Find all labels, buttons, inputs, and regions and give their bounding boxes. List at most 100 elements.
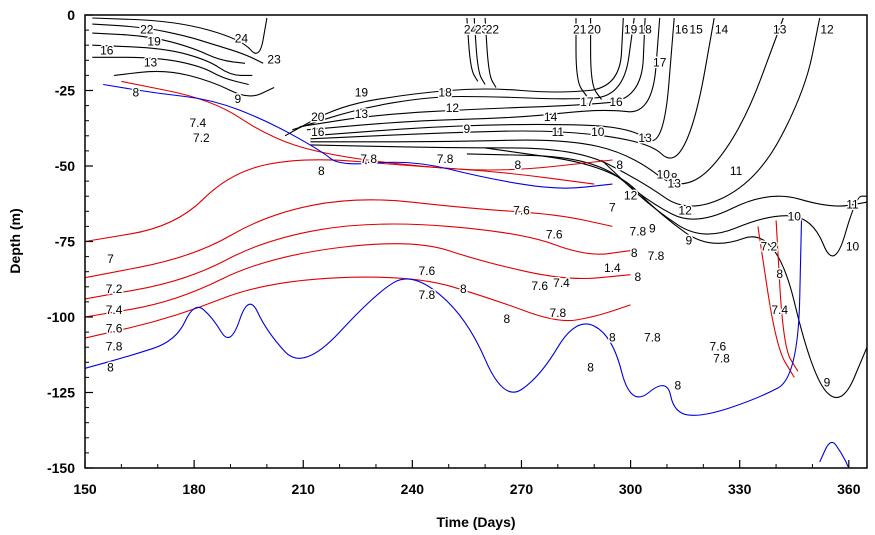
contour-label: 24 bbox=[464, 22, 478, 36]
black-contour-13 bbox=[310, 17, 784, 185]
black-contour-13 bbox=[92, 56, 249, 86]
black-contour-12 bbox=[310, 17, 821, 207]
black-contour-22 bbox=[92, 23, 264, 64]
contour-label: 8 bbox=[631, 246, 638, 260]
contour-label: 10 bbox=[591, 125, 605, 139]
y-tick-label: -125 bbox=[47, 385, 75, 401]
x-tick-label: 180 bbox=[182, 481, 206, 497]
x-axis-title: Time (Days) bbox=[436, 514, 515, 530]
black-contour-17 bbox=[299, 17, 646, 128]
contour-label: 17 bbox=[580, 95, 594, 109]
red-contour-7-2 bbox=[85, 199, 613, 279]
contour-label: 24 bbox=[235, 31, 249, 45]
contour-label: 8 bbox=[460, 282, 467, 296]
black-contour-19 bbox=[92, 32, 246, 64]
black-contour-21 bbox=[575, 18, 588, 97]
contour-label: 18 bbox=[638, 22, 652, 36]
contour-label: 8 bbox=[504, 312, 511, 326]
black-contour-10 bbox=[601, 159, 867, 257]
x-tick-label: 270 bbox=[510, 481, 534, 497]
contour-label: 7.6 bbox=[710, 339, 727, 353]
contour-label: 7 bbox=[107, 252, 114, 266]
x-tick-label: 150 bbox=[73, 481, 97, 497]
contour-label: 13 bbox=[144, 55, 158, 69]
contour-label: 7.8 bbox=[437, 152, 454, 166]
black-contour-14 bbox=[310, 17, 715, 159]
x-tick-label: 330 bbox=[728, 481, 752, 497]
blue-contour-8 bbox=[103, 83, 613, 189]
red-contour-7-8 bbox=[85, 276, 631, 339]
contour-label: 7.2 bbox=[193, 131, 210, 145]
contour-label: 8 bbox=[133, 86, 140, 100]
contour-label: 22 bbox=[486, 22, 500, 36]
contour-label: 7.8 bbox=[106, 339, 123, 353]
contour-label: 8 bbox=[514, 158, 521, 172]
contour-label: 8 bbox=[107, 360, 114, 374]
contour-label: 13 bbox=[638, 131, 652, 145]
contour-label: 12 bbox=[446, 101, 460, 115]
contour-label: 8 bbox=[671, 170, 678, 184]
black-contour-19 bbox=[284, 17, 624, 137]
contour-label: 9 bbox=[464, 122, 471, 136]
x-tick-label: 360 bbox=[837, 481, 861, 497]
contour-label: 9 bbox=[234, 92, 241, 106]
contour-label: 7.6 bbox=[513, 203, 530, 217]
x-tick-label: 240 bbox=[401, 481, 425, 497]
black-contour-18 bbox=[292, 17, 635, 131]
y-tick-label: -100 bbox=[47, 309, 75, 325]
contour-label: 8 bbox=[776, 267, 783, 281]
contour-label: 1.4 bbox=[604, 261, 621, 275]
contour-label: 19 bbox=[624, 22, 638, 36]
contour-label: 7.6 bbox=[546, 228, 563, 242]
contour-label: 16 bbox=[100, 43, 114, 57]
contour-label: 21 bbox=[573, 22, 587, 36]
contour-label: 7.8 bbox=[630, 225, 647, 239]
black-contour-9 bbox=[114, 70, 275, 97]
contour-label: 7.4 bbox=[553, 276, 570, 290]
contour-label: 7.6 bbox=[531, 279, 548, 293]
contour-label: 9 bbox=[649, 222, 656, 236]
y-tick-label: -150 bbox=[47, 460, 75, 476]
red-contour-7-2 bbox=[757, 226, 795, 378]
black-contour-24 bbox=[92, 17, 268, 54]
black-contour-11 bbox=[466, 153, 867, 220]
contour-label: 7.8 bbox=[713, 351, 730, 365]
contour-label: 7.8 bbox=[419, 288, 436, 302]
contour-label: 7 bbox=[609, 200, 616, 214]
contour-label: 10 bbox=[788, 209, 802, 223]
contour-label: 23 bbox=[267, 52, 281, 66]
axis-ticks: 150 180 210 240 270 300 330 360 0 -25 -50 -75 -100 -1… bbox=[47, 7, 861, 497]
contour-label: 7.8 bbox=[360, 152, 377, 166]
contour-label: 11 bbox=[730, 164, 743, 178]
y-tick-label: -50 bbox=[55, 158, 75, 174]
contour-label: 7.4 bbox=[771, 303, 788, 317]
contour-label: 20 bbox=[311, 110, 325, 124]
contour-label: 7.4 bbox=[106, 303, 123, 317]
black-contour-9 bbox=[485, 147, 867, 399]
contour-label: 7.8 bbox=[644, 330, 661, 344]
contour-label: 7.2 bbox=[760, 240, 777, 254]
contour-label: 17 bbox=[653, 55, 667, 69]
contour-label: 10 bbox=[846, 240, 860, 254]
black-contour-16 bbox=[92, 44, 253, 76]
contour-label: 13 bbox=[773, 22, 787, 36]
black-contour-22 bbox=[484, 17, 497, 88]
contour-label: 16 bbox=[311, 125, 325, 139]
contour-label: 13 bbox=[355, 107, 369, 121]
black-contour-20 bbox=[590, 18, 602, 100]
contour-label: 7.8 bbox=[648, 249, 665, 263]
black-contour-24 bbox=[466, 17, 479, 82]
contour-label: 14 bbox=[715, 22, 729, 36]
red-contour-7-4 bbox=[775, 220, 799, 372]
x-tick-label: 210 bbox=[292, 481, 316, 497]
black-contour-15 bbox=[310, 17, 675, 142]
contour-label: 11 bbox=[552, 125, 565, 139]
x-tick-label: 300 bbox=[619, 481, 643, 497]
contour-label: 16 bbox=[609, 95, 623, 109]
contour-label: 19 bbox=[147, 34, 161, 48]
contour-lines bbox=[85, 17, 867, 468]
contour-label: 8 bbox=[587, 360, 594, 374]
contour-label: 23 bbox=[475, 22, 489, 36]
